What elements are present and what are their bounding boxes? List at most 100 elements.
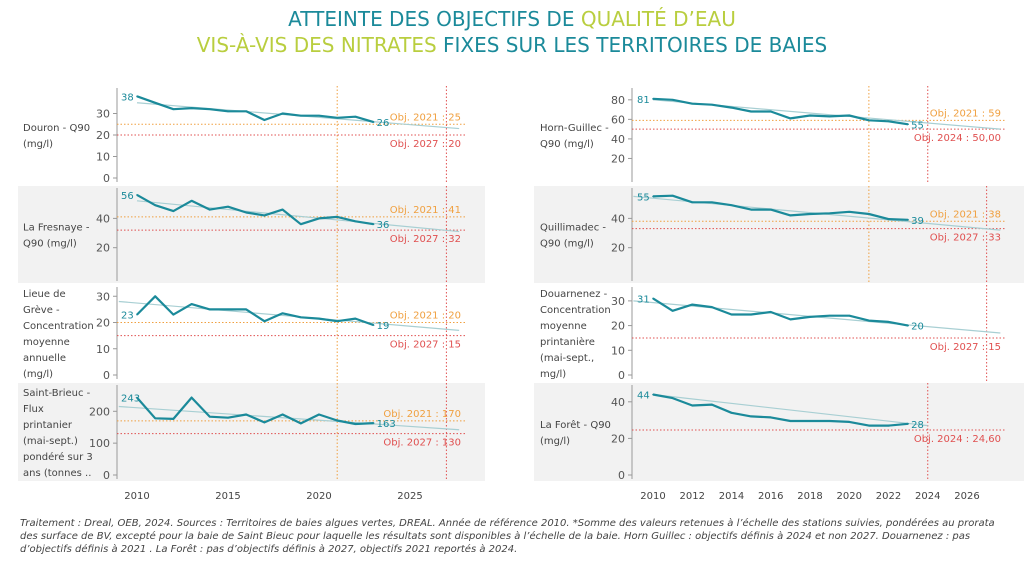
- data-point: [671, 99, 674, 101]
- y-tick-label: 0: [103, 469, 110, 482]
- data-point: [848, 314, 851, 317]
- data-point: [209, 208, 211, 211]
- data-point: [245, 211, 247, 214]
- data-point: [209, 415, 211, 418]
- panel-label: Saint-Brieuc -: [23, 388, 91, 399]
- panel-label: mg/l): [540, 369, 566, 380]
- data-point: [154, 295, 156, 298]
- data-point: [789, 420, 792, 422]
- footnote: Traitement : Dreal, OEB, 2024. Sources :…: [20, 518, 995, 555]
- panel-label: Q90 (mg/l): [540, 239, 594, 250]
- panel-7: Douarnenez - Concentration moyenne printani…: [540, 285, 1005, 382]
- title-2a: VIS-À-VIS DES NITRATES: [196, 33, 437, 57]
- data-point: [848, 421, 851, 423]
- data-point: [354, 220, 357, 223]
- data-point: [227, 110, 229, 113]
- panel-label: (mg/l): [540, 436, 570, 447]
- data-point: [281, 208, 284, 211]
- title-1b: QUALITÉ D’EAU: [580, 7, 736, 31]
- x-tick-label: 2022: [876, 491, 901, 502]
- y-tick-label: 0: [618, 469, 625, 482]
- data-point: [336, 320, 339, 322]
- y-tick-label: 80: [611, 94, 625, 107]
- last-value-label: 19: [377, 321, 390, 332]
- last-value-label: 26: [377, 118, 390, 129]
- data-point: [318, 114, 320, 117]
- data-point: [281, 312, 284, 315]
- panel-label: (mai-sept.): [23, 436, 78, 447]
- data-point: [868, 424, 870, 427]
- data-point: [809, 114, 811, 117]
- objective-label: Obj. 2027 : 33: [930, 233, 1001, 244]
- data-point: [190, 396, 193, 399]
- y-tick-label: 20: [96, 129, 110, 142]
- objective-label: Obj. 2024 : 24,60: [914, 434, 1001, 445]
- panel-label: printanière: [540, 336, 595, 348]
- title-line-1: ATTEINTE DES OBJECTIFS DE QUALITÉ D’EAU: [0, 6, 1024, 32]
- data-point: [154, 417, 156, 420]
- data-point: [750, 110, 752, 113]
- data-point: [730, 313, 733, 316]
- objective-label: Obj. 2027 : 15: [390, 340, 461, 351]
- data-point: [730, 106, 733, 109]
- last-value-label: 55: [911, 120, 924, 131]
- data-point: [907, 123, 909, 126]
- title-line-2: VIS-À-VIS DES NITRATES FIXES SUR LES TER…: [0, 32, 1024, 58]
- data-point: [136, 313, 138, 316]
- trend-line: [118, 300, 460, 331]
- data-point: [281, 413, 284, 416]
- data-point: [652, 98, 654, 100]
- data-point: [828, 115, 831, 118]
- panel-band: [534, 383, 1024, 481]
- first-value-label: 23: [121, 311, 134, 322]
- panel-band: [18, 186, 485, 283]
- x-tick-label: 2014: [719, 491, 744, 502]
- series-line: [652, 194, 909, 221]
- data-point: [769, 311, 772, 313]
- panel-label: moyenne: [23, 337, 70, 348]
- chart-title: ATTEINTE DES OBJECTIFS DE QUALITÉ D’EAU …: [0, 6, 1024, 58]
- panel-band: [18, 383, 485, 481]
- panel-label: Q90 (mg/l): [540, 139, 594, 150]
- panel-label: Q90 (mg/l): [23, 239, 77, 250]
- data-point: [711, 306, 713, 308]
- series-line: [136, 295, 374, 327]
- y-tick-label: 20: [96, 242, 110, 255]
- data-point: [730, 204, 733, 206]
- data-point: [828, 314, 831, 317]
- data-point: [769, 110, 772, 113]
- data-point: [907, 422, 909, 425]
- data-point: [372, 121, 375, 123]
- panel-2: La Fresnaye - Q90 (mg/l) 20 40 Obj. 2021 : 4…: [18, 186, 485, 283]
- data-point: [245, 413, 247, 416]
- data-point: [907, 219, 909, 221]
- y-tick-label: 30: [96, 290, 110, 303]
- x-tick-label: 2020: [837, 491, 862, 502]
- data-point: [671, 194, 674, 197]
- last-value-label: 163: [377, 419, 396, 430]
- series-line: [652, 97, 909, 126]
- data-point: [354, 317, 357, 320]
- data-point: [336, 117, 339, 119]
- panel-5: Horn-Guillec - Q90 (mg/l) 20 40 60 80 Obj. 202…: [540, 86, 1005, 184]
- x-tick-label: 2025: [397, 491, 422, 502]
- data-point: [711, 103, 713, 106]
- data-point: [671, 309, 674, 312]
- data-point: [300, 422, 302, 425]
- first-value-label: 243: [121, 394, 140, 405]
- y-tick-label: 0: [103, 172, 110, 185]
- title-2b: FIXES SUR LES TERRITOIRES DE BAIES: [436, 33, 828, 57]
- data-point: [907, 324, 909, 327]
- series-line: [136, 193, 374, 226]
- y-tick-label: 10: [611, 344, 625, 357]
- data-point: [172, 210, 175, 212]
- objective-label: Obj. 2027 : 32: [390, 234, 461, 245]
- panel-label: Douron - Q90: [23, 123, 90, 134]
- data-point: [652, 297, 654, 300]
- data-point: [209, 308, 211, 311]
- data-point: [809, 420, 811, 422]
- data-point: [671, 397, 674, 399]
- x-tick-label: 2010: [640, 491, 665, 502]
- data-point: [809, 316, 811, 318]
- data-point: [136, 194, 138, 196]
